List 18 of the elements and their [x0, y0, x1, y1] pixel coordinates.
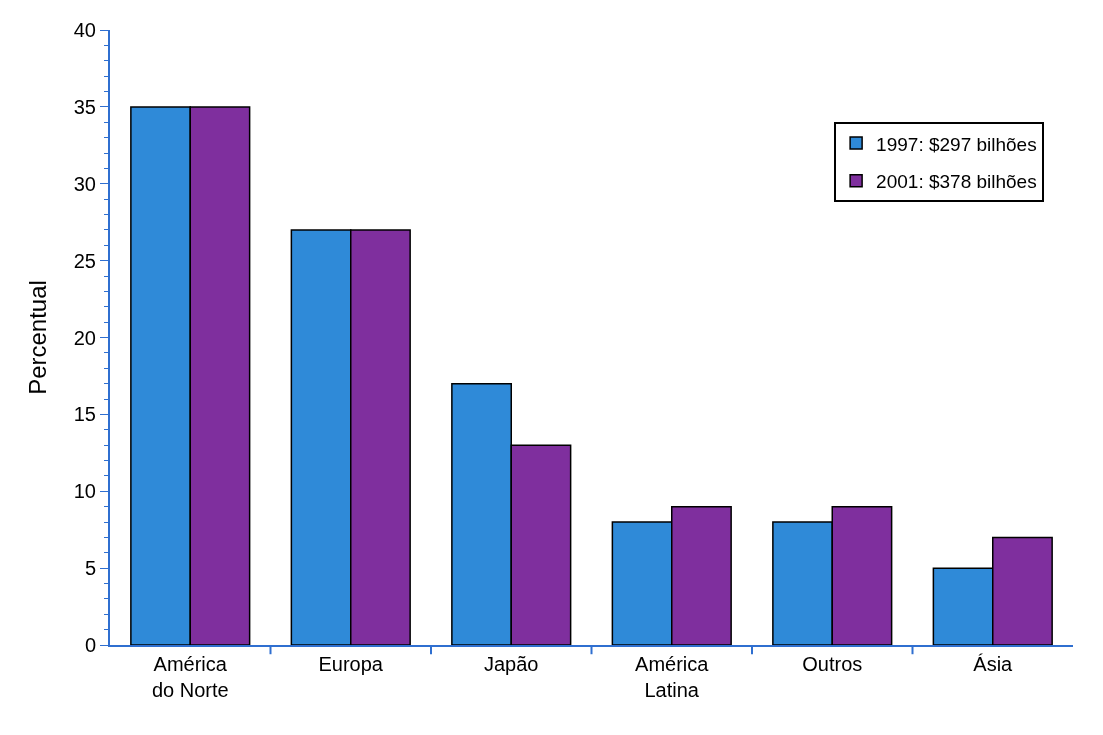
- x-tick-label: América do Norte: [151, 653, 229, 701]
- legend-label: 2001: $378 bilhões: [876, 171, 1037, 193]
- x-tick-label: Japão: [484, 653, 539, 675]
- x-tick-label: América Latina: [635, 653, 710, 701]
- y-tick-label: 40: [73, 19, 96, 41]
- y-tick-label: 0: [84, 634, 96, 656]
- y-axis-title: Percentual: [24, 280, 52, 395]
- x-tick-label: Europa: [318, 653, 384, 675]
- y-tick-label: 20: [73, 326, 96, 349]
- y-tick-label: 25: [73, 249, 96, 272]
- legend-label: 1997: $297 bilhões: [876, 133, 1037, 155]
- y-tick-label: 35: [73, 95, 96, 118]
- y-tick-label: 5: [84, 557, 96, 580]
- y-tick-label: 10: [73, 480, 96, 503]
- x-tick-label: Outros: [802, 653, 863, 675]
- y-tick-label: 15: [73, 403, 96, 426]
- x-tick-label: Ásia: [973, 653, 1014, 675]
- y-tick-label: 30: [73, 172, 96, 195]
